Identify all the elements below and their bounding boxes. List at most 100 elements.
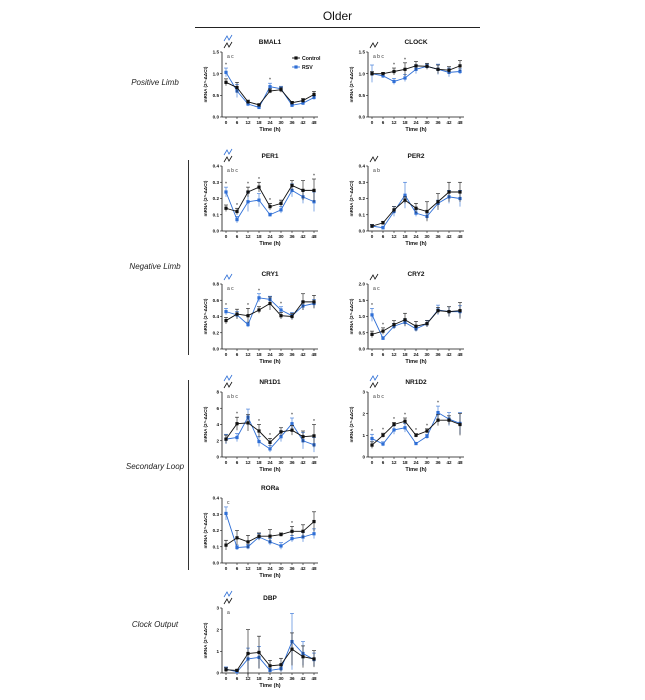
data-point-control	[381, 329, 385, 333]
data-point-control	[312, 519, 316, 524]
data-point-rsv	[381, 336, 385, 340]
significance-star: *	[393, 417, 395, 423]
significance-star: *	[247, 182, 249, 188]
data-point-control	[447, 68, 451, 72]
data-point-rsv	[403, 193, 407, 197]
rhythm-wave-icon-rsv	[223, 34, 233, 42]
x-tick-label: 30	[278, 120, 284, 125]
data-point-rsv	[381, 74, 385, 78]
y-tick-label: 1.0	[213, 71, 220, 76]
significance-star: *	[371, 429, 373, 435]
y-tick-label: 1	[362, 433, 365, 438]
data-point-control	[436, 418, 440, 422]
x-tick-label: 30	[278, 676, 284, 681]
x-tick-label: 30	[424, 460, 430, 465]
y-tick-label: 0.1	[213, 544, 220, 549]
data-point-rsv	[381, 442, 385, 446]
data-point-control	[458, 190, 462, 194]
significance-star: *	[269, 198, 271, 204]
x-tick-label: 48	[457, 234, 463, 239]
data-point-rsv	[224, 190, 228, 194]
data-point-rsv	[458, 69, 462, 74]
panel-title: BMAL1	[259, 39, 282, 46]
data-point-control	[279, 88, 283, 92]
data-point-rsv	[268, 447, 272, 451]
data-point-rsv	[301, 101, 305, 105]
significance-star: *	[415, 428, 417, 434]
x-tick-label: 24	[267, 120, 273, 125]
significance-star: *	[291, 521, 293, 527]
data-point-control	[447, 190, 451, 194]
x-tick-label: 42	[300, 676, 306, 681]
data-point-control	[312, 92, 316, 97]
data-point-rsv	[425, 434, 429, 439]
group-label-secondary-loop: Secondary Loop	[125, 462, 185, 471]
significance-star: *	[313, 174, 315, 180]
x-tick-label: 6	[236, 120, 239, 125]
data-point-rsv	[279, 544, 283, 548]
rhythm-wave-icon-control	[369, 273, 379, 281]
column-header: Older	[322, 9, 353, 23]
data-point-control	[268, 440, 272, 444]
y-tick-label: 0.5	[359, 93, 366, 98]
x-axis-label: Time (h)	[405, 467, 426, 473]
x-tick-label: 0	[225, 460, 228, 465]
data-point-rsv	[268, 85, 272, 89]
x-tick-label: 12	[245, 234, 251, 239]
x-tick-label: 18	[256, 234, 262, 239]
data-point-control	[392, 69, 396, 74]
rhythm-wave-icon-rsv	[223, 374, 233, 382]
panel-bmal1: BMAL1 0.0 0.5 1.0 1.5 0 6 12 18 24 30 36 42 48 Time (h…	[203, 34, 321, 133]
x-tick-label: 36	[435, 120, 441, 125]
data-point-rsv	[403, 76, 407, 80]
y-tick-label: 0.8	[213, 282, 220, 287]
legend-marker	[294, 56, 298, 60]
x-tick-label: 0	[225, 120, 228, 125]
y-tick-label: 1	[216, 649, 219, 654]
legend-label: RSV	[302, 65, 313, 71]
x-tick-label: 0	[371, 460, 374, 465]
data-point-rsv	[403, 426, 407, 430]
data-point-rsv	[290, 422, 294, 426]
x-tick-label: 30	[278, 352, 284, 357]
data-point-control	[370, 332, 374, 336]
x-tick-label: 0	[225, 352, 228, 357]
data-point-control	[458, 64, 462, 68]
data-point-control	[235, 668, 239, 672]
data-point-control	[392, 208, 396, 212]
x-tick-label: 18	[402, 352, 408, 357]
y-tick-label: 0.6	[213, 298, 220, 303]
y-tick-label: 4	[216, 422, 219, 427]
data-point-rsv	[268, 213, 272, 217]
x-tick-label: 18	[402, 120, 408, 125]
y-tick-label: 1.0	[359, 71, 366, 76]
x-tick-label: 30	[424, 234, 430, 239]
data-point-control	[403, 318, 407, 322]
significance-star: *	[236, 203, 238, 209]
significance-star: *	[437, 401, 439, 407]
data-point-control	[301, 655, 305, 659]
group-label-positive-limb: Positive Limb	[131, 78, 179, 87]
data-point-rsv	[392, 428, 396, 432]
rhythm-wave-icon-control	[369, 381, 379, 389]
y-tick-label: 0.5	[359, 330, 366, 335]
significance-star: *	[393, 63, 395, 69]
y-axis-label: mRNA (2^-ΔΔCt)	[203, 66, 208, 102]
x-tick-label: 42	[300, 120, 306, 125]
y-tick-label: 0.4	[359, 164, 366, 169]
data-point-rsv	[235, 435, 239, 440]
significance-star: *	[404, 57, 406, 63]
x-tick-label: 48	[311, 352, 317, 357]
x-axis-label: Time (h)	[259, 127, 280, 133]
y-tick-label: 0.2	[213, 196, 220, 201]
data-point-rsv	[246, 200, 250, 204]
panel-per1: PER1 0.0 0.1 0.2 0.3 0.4 0 6 12 18 24 30 36 42 48 Time …	[203, 148, 318, 247]
y-axis-label: mRNA (2^-ΔΔCt)	[349, 66, 354, 102]
x-axis-label: Time (h)	[259, 683, 280, 689]
significance-star: *	[269, 78, 271, 84]
rhythm-wave-icon-rsv	[223, 273, 233, 281]
significance-annotation: a c	[227, 54, 234, 60]
